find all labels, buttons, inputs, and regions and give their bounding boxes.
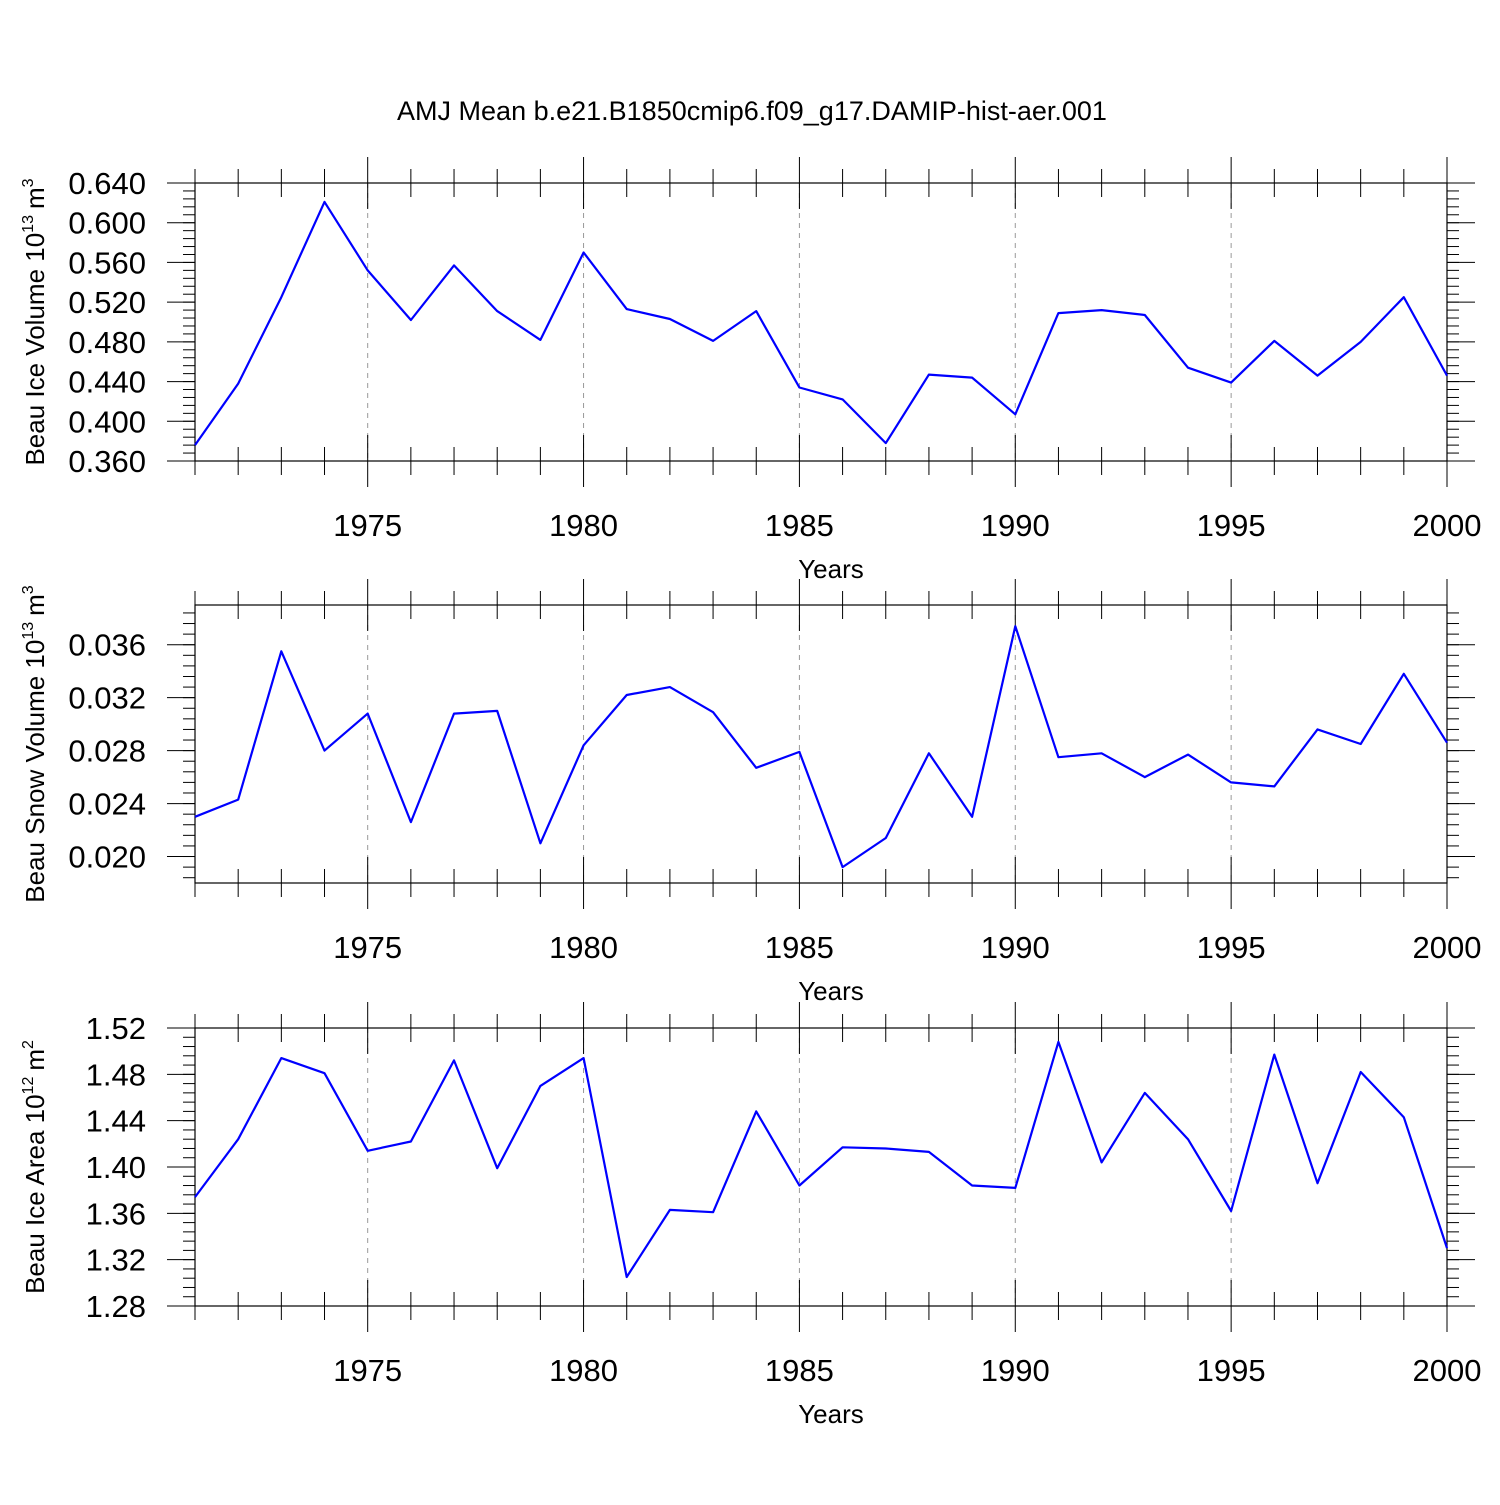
x-tick-label-1995: 1995 (1197, 1353, 1266, 1388)
y-tick-label-0.640: 0.640 (68, 166, 146, 201)
x-tick-label-2000: 2000 (1413, 1353, 1482, 1388)
panel-3: 1975 1980 1985 1990 1995 2000 1.28 1.32 1.36 1.40… (20, 1002, 1481, 1429)
x-tick-label-1990: 1990 (981, 1353, 1050, 1388)
y-tick-label-0.028: 0.028 (68, 734, 146, 769)
y-axis-title-exponent: 12 (20, 1077, 37, 1095)
y-tick-label-0.520: 0.520 (68, 285, 146, 320)
y-axis-title: Beau Snow Volume 1013 m3 (20, 585, 50, 903)
y-axis-title-main: Beau Ice Volume 10 (20, 233, 50, 466)
plot-frame (195, 183, 1447, 461)
y-tick-label-0.600: 0.600 (68, 206, 146, 241)
y-axis-title: Beau Ice Area 1012 m2 (20, 1040, 50, 1294)
plot-frame (195, 605, 1447, 883)
y-tick-label-1.28: 1.28 (86, 1289, 146, 1324)
y-tick-label-0.036: 0.036 (68, 628, 146, 663)
y-axis-title-unit-exponent: 3 (20, 585, 37, 594)
y-tick-label-0.400: 0.400 (68, 404, 146, 439)
y-tick-label-1.36: 1.36 (86, 1196, 146, 1231)
y-tick-label-1.44: 1.44 (86, 1104, 146, 1139)
x-tick-label-1980: 1980 (549, 1353, 618, 1388)
x-tick-label-1995: 1995 (1197, 508, 1266, 543)
y-axis-title-unit-exponent: 3 (20, 178, 37, 187)
x-axis-title: Years (798, 976, 864, 1006)
y-tick-label-1.52: 1.52 (86, 1011, 146, 1046)
y-tick-label-0.032: 0.032 (68, 681, 146, 716)
y-axis-title-exponent: 13 (20, 215, 37, 233)
y-tick-label-0.024: 0.024 (68, 787, 146, 822)
panel-2: 1975 1980 1985 1990 1995 2000 0.020 0.024 0.028 0… (20, 579, 1481, 1006)
y-tick-label-1.48: 1.48 (86, 1057, 146, 1092)
y-tick-label-0.480: 0.480 (68, 325, 146, 360)
x-tick-label-1985: 1985 (765, 1353, 834, 1388)
y-axis-title-main: Beau Ice Area 10 (20, 1094, 50, 1293)
x-tick-label-1985: 1985 (765, 508, 834, 543)
x-tick-label-1980: 1980 (549, 508, 618, 543)
x-tick-label-1995: 1995 (1197, 930, 1266, 965)
x-tick-label-1975: 1975 (333, 508, 402, 543)
x-axis-title: Years (798, 554, 864, 584)
x-tick-label-1975: 1975 (333, 930, 402, 965)
y-tick-label-0.360: 0.360 (68, 444, 146, 479)
x-tick-label-1990: 1990 (981, 508, 1050, 543)
data-series-line (195, 626, 1447, 867)
data-series-line (195, 1042, 1447, 1277)
y-axis-title-unit: m (20, 187, 50, 209)
x-tick-label-2000: 2000 (1413, 930, 1482, 965)
y-tick-label-0.440: 0.440 (68, 365, 146, 400)
y-axis-title-main: Beau Snow Volume 10 (20, 640, 50, 903)
x-tick-label-2000: 2000 (1413, 508, 1482, 543)
y-tick-label-0.560: 0.560 (68, 245, 146, 280)
y-tick-label-0.020: 0.020 (68, 840, 146, 875)
x-tick-label-1990: 1990 (981, 930, 1050, 965)
x-tick-label-1975: 1975 (333, 1353, 402, 1388)
x-axis-title: Years (798, 1399, 864, 1429)
y-axis-title: Beau Ice Volume 1013 m3 (20, 178, 50, 465)
y-tick-label-1.40: 1.40 (86, 1150, 146, 1185)
x-tick-label-1985: 1985 (765, 930, 834, 965)
y-axis-title-exponent: 13 (20, 622, 37, 640)
y-axis-title-unit: m (20, 1049, 50, 1071)
data-series-line (195, 202, 1447, 445)
y-tick-label-1.32: 1.32 (86, 1243, 146, 1278)
y-axis-title-unit-exponent: 2 (20, 1040, 37, 1049)
x-tick-label-1980: 1980 (549, 930, 618, 965)
panel-1: 1975 1980 1985 1990 1995 2000 0.360 0.400 0.440 0… (20, 157, 1481, 584)
chart-title: AMJ Mean b.e21.B1850cmip6.f09_g17.DAMIP-… (397, 96, 1107, 126)
y-axis-title-unit: m (20, 594, 50, 616)
